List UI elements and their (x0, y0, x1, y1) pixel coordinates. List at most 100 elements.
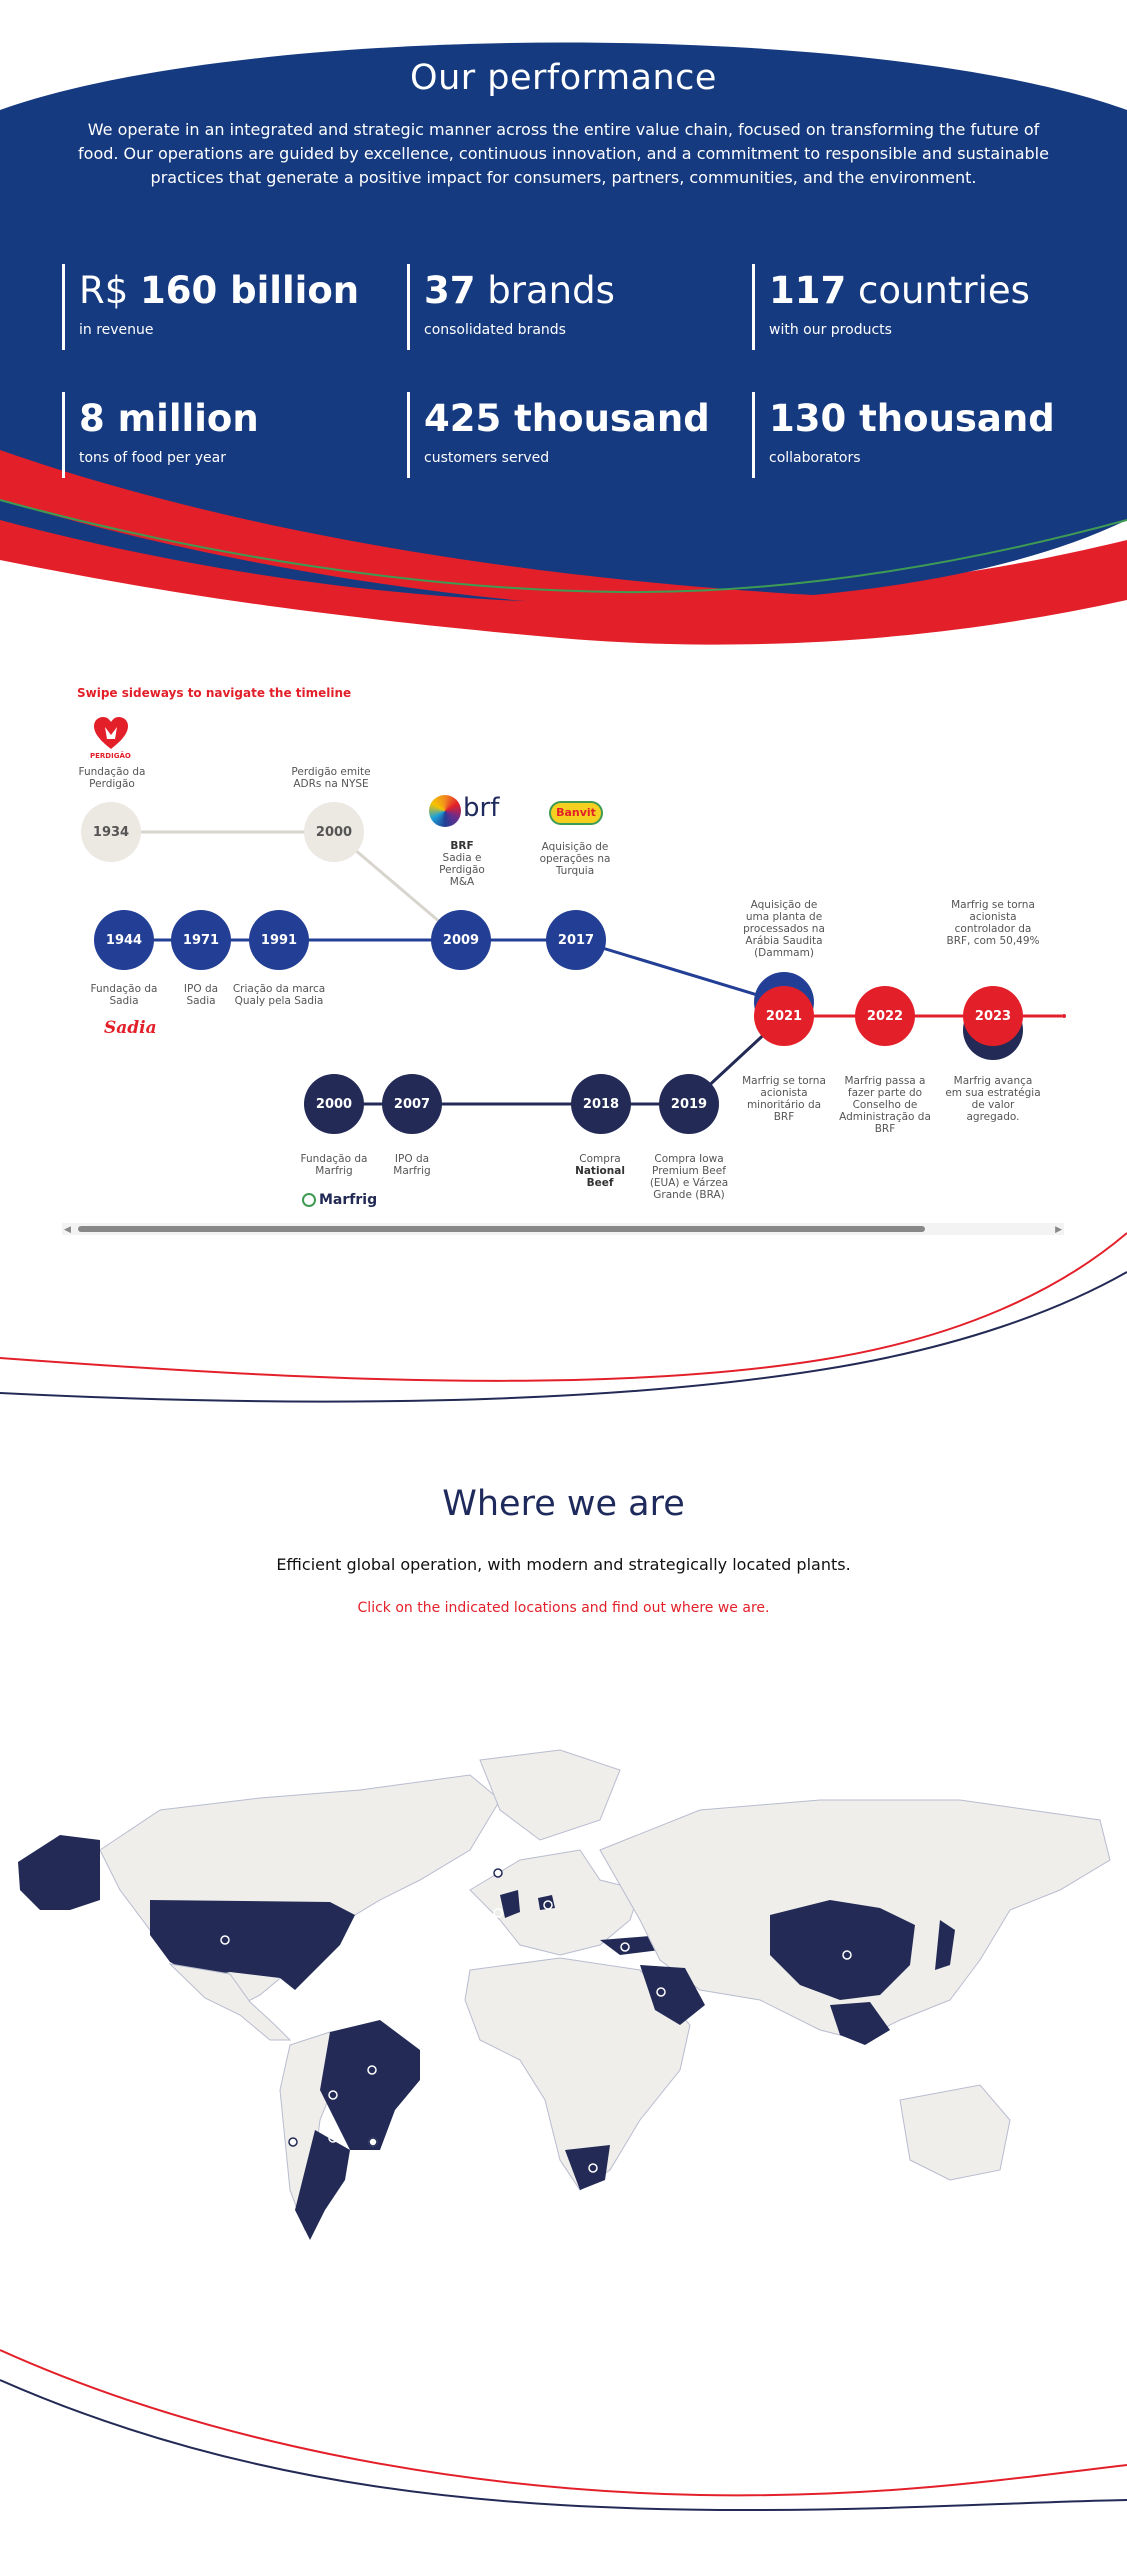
map-china[interactable] (770, 1900, 915, 2000)
map-brazil[interactable] (320, 2020, 420, 2150)
performance-section: Our performance We operate in an integra… (0, 0, 1127, 650)
marker-brazil-2 (328, 2090, 338, 2100)
label-2007: IPO da Marfrig (393, 1153, 431, 1177)
green-line (0, 499, 1127, 594)
marker-south-africa (588, 2163, 598, 2173)
brf-logo-mark (429, 795, 461, 827)
label-1944: Fundação da Sadia (90, 983, 158, 1007)
stat-value: 130 thousand (769, 397, 1055, 440)
stat-prefix: R$ (79, 269, 141, 312)
map-turkey[interactable] (600, 1936, 660, 1955)
marker-north-atlantic (493, 1868, 503, 1878)
marker-saudi (656, 1987, 666, 1997)
where-cta: Click on the indicated locations and fin… (357, 1600, 770, 1616)
map-south-africa[interactable] (565, 2145, 610, 2190)
marker-europe (543, 1900, 553, 1910)
timeline-node-2000-perdigao[interactable]: 2000 (304, 802, 364, 862)
timeline-scroll-thumb[interactable] (78, 1226, 925, 1232)
map-usa[interactable] (150, 1900, 355, 1990)
marker-uruguay-outside (368, 2137, 378, 2147)
stat-countries: 117 countries with our products (752, 264, 1062, 350)
stat-revenue: R$ 160 billion in revenue (62, 264, 372, 350)
map-southeast-asia[interactable] (830, 2002, 890, 2045)
label-2009: Sadia e Perdigão M&A (439, 852, 485, 888)
label-2021-top: Aquisição de uma planta de processados n… (743, 899, 825, 959)
stat-label: consolidated brands (424, 322, 566, 338)
map-australia (899, 2084, 1011, 2181)
divider-navy-wave (0, 1271, 1127, 1403)
map-saudi-arabia[interactable] (640, 1965, 705, 2025)
perdigao-logo-text: PERDIGÃO (90, 752, 131, 760)
world-map[interactable] (0, 1740, 1127, 2320)
map-netherlands[interactable] (538, 1895, 555, 1910)
map-argentina[interactable] (295, 2130, 350, 2240)
stat-value: 160 billion (140, 269, 360, 312)
stat-value: 37 (424, 269, 476, 312)
stat-collaborators: 130 thousand collaborators (752, 392, 1062, 478)
where-subtitle: Efficient global operation, with modern … (276, 1555, 851, 1574)
stat-suffix: countries (846, 269, 1030, 312)
red-accent (0, 450, 920, 612)
label-2000-perdigao: Perdigão emite ADRs na NYSE (291, 766, 371, 790)
label-2021-bottom: Marfrig se torna acionista minoritário d… (742, 1075, 826, 1123)
label-1971: IPO da Sadia (183, 983, 219, 1007)
timeline-end-dot (1062, 1014, 1066, 1018)
timeline-node-2023[interactable]: 2023 (963, 986, 1023, 1046)
marker-brazil-1 (367, 2065, 377, 2075)
stat-brands: 37 brands consolidated brands (407, 264, 717, 350)
timeline-connectors (111, 830, 1066, 1106)
timeline-node-2021[interactable]: 2021 (754, 986, 814, 1046)
marker-usa (220, 1935, 230, 1945)
stat-label: collaborators (769, 450, 861, 466)
footer-waves (0, 2349, 1127, 2512)
brf-logo-text: brf (463, 793, 500, 823)
timeline-node-2017[interactable]: 2017 (546, 910, 606, 970)
footer-red-wave (0, 2349, 1127, 2497)
stat-customers: 425 thousand customers served (407, 392, 717, 478)
timeline-section[interactable]: Swipe sideways to navigate the timeline … (0, 0, 1127, 1240)
stat-label: with our products (769, 322, 892, 338)
timeline-node-1991[interactable]: 1991 (249, 910, 309, 970)
stat-tons: 8 million tons of food per year (62, 392, 372, 478)
timeline-swipe-hint: Swipe sideways to navigate the timeline (77, 686, 352, 700)
timeline-scrollbar[interactable]: ◀ ▶ (62, 1223, 1064, 1235)
red-wave (0, 445, 1127, 645)
stat-value: 8 million (79, 397, 259, 440)
timeline-node-2018[interactable]: 2018 (571, 1074, 631, 1134)
line-brf-to-2021 (575, 938, 785, 1005)
label-2018-bold: National Beef (575, 1165, 625, 1189)
timeline-node-2000-marfrig[interactable]: 2000 (304, 1074, 364, 1134)
stat-label: customers served (424, 450, 550, 466)
scroll-right-icon[interactable]: ▶ (1055, 1225, 1062, 1235)
label-2009-title: BRF (432, 840, 492, 852)
scroll-left-icon[interactable]: ◀ (64, 1225, 71, 1235)
label-1991: Criação da marca Qualy pela Sadia (232, 983, 326, 1007)
stat-value: 117 (769, 269, 847, 312)
label-2018-pre: Compra (579, 1153, 621, 1165)
timeline-node-1934[interactable]: 1934 (81, 802, 141, 862)
label-2017: Aquisição de operações na Turquia (539, 841, 611, 877)
map-alaska[interactable] (18, 1835, 100, 1910)
label-2023-bottom: Marfrig avança em sua estratégia de valo… (945, 1075, 1041, 1123)
performance-intro: We operate in an integrated and strategi… (78, 120, 1049, 187)
stat-label: tons of food per year (79, 450, 226, 466)
timeline-node-2009[interactable]: 2009 (431, 910, 491, 970)
label-2009-brf: BRF (450, 840, 474, 852)
map-mexico-central (168, 1963, 292, 2041)
marker-china (842, 1950, 852, 1960)
banvit-logo: Banvit (549, 801, 603, 825)
timeline-node-2022[interactable]: 2022 (855, 986, 915, 1046)
timeline-node-1944[interactable]: 1944 (94, 910, 154, 970)
performance-title: Our performance (410, 58, 717, 98)
timeline-node-1971[interactable]: 1971 (171, 910, 231, 970)
stat-value: 425 thousand (424, 397, 710, 440)
marker-argentina (328, 2133, 338, 2143)
timeline-node-2007[interactable]: 2007 (382, 1074, 442, 1134)
map-japan[interactable] (935, 1920, 955, 1970)
label-2022: Marfrig passa a fazer parte do Conselho … (839, 1075, 931, 1135)
map-uk[interactable] (500, 1890, 520, 1918)
label-2023-top: Marfrig se torna acionista controlador d… (946, 899, 1040, 947)
timeline-node-2019[interactable]: 2019 (659, 1074, 719, 1134)
divider-waves (0, 1232, 1127, 1403)
sadia-logo: Sadia (104, 1018, 157, 1038)
